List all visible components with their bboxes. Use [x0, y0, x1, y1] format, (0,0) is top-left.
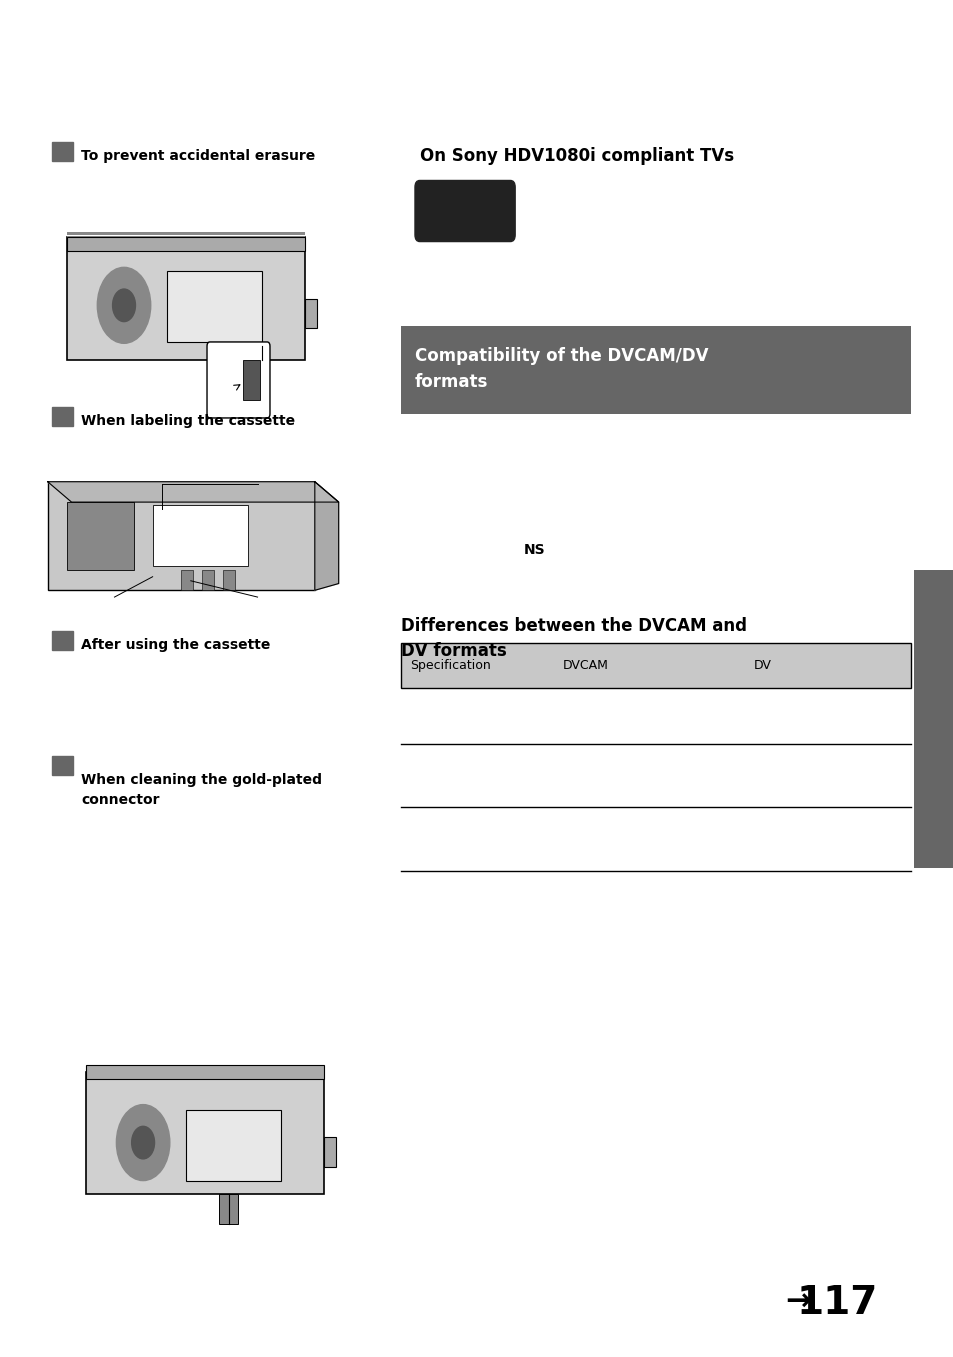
Bar [219, 1194, 238, 1224]
FancyBboxPatch shape [207, 342, 270, 418]
Bar [167, 271, 262, 342]
Text: Additional Information: Additional Information [930, 653, 940, 786]
Text: 117: 117 [796, 1284, 877, 1322]
Circle shape [116, 1105, 170, 1181]
Text: Specification: Specification [410, 660, 491, 672]
Bar [202, 570, 213, 590]
Bar [400, 326, 910, 414]
Bar [52, 756, 73, 775]
Polygon shape [48, 482, 338, 502]
Bar [152, 505, 248, 566]
Bar [67, 248, 305, 251]
Bar [67, 237, 305, 251]
Bar [181, 570, 193, 590]
Text: To prevent accidental erasure: To prevent accidental erasure [81, 149, 315, 163]
Bar [86, 1065, 324, 1079]
Text: DVCAM: DVCAM [562, 660, 608, 672]
Bar [67, 244, 305, 247]
Bar [913, 570, 953, 868]
Polygon shape [314, 482, 338, 590]
Circle shape [97, 267, 151, 343]
Circle shape [132, 1126, 154, 1159]
Text: →: → [784, 1288, 810, 1318]
Text: On Sony HDV1080i compliant TVs: On Sony HDV1080i compliant TVs [419, 147, 733, 166]
Bar [243, 360, 260, 400]
Text: Compatibility of the DVCAM/DV
formats: Compatibility of the DVCAM/DV formats [415, 347, 708, 391]
Bar [52, 142, 73, 161]
Bar [67, 236, 305, 239]
Bar [305, 299, 316, 328]
Text: Differences between the DVCAM and
DV formats: Differences between the DVCAM and DV for… [400, 617, 746, 661]
Text: NS: NS [523, 543, 544, 556]
Bar [67, 240, 305, 243]
Bar [186, 1110, 281, 1181]
Bar [52, 407, 73, 426]
Bar [67, 237, 305, 360]
Circle shape [112, 289, 135, 322]
Bar [67, 502, 133, 570]
Text: When cleaning the gold-plated
connector: When cleaning the gold-plated connector [81, 773, 322, 807]
Bar [48, 482, 314, 590]
Text: DV: DV [753, 660, 771, 672]
Text: When labeling the cassette: When labeling the cassette [81, 414, 294, 427]
Bar [324, 1137, 335, 1167]
Bar [67, 232, 305, 235]
Bar [400, 643, 910, 688]
Bar [86, 1072, 324, 1194]
Text: After using the cassette: After using the cassette [81, 638, 271, 651]
FancyBboxPatch shape [415, 180, 515, 242]
Bar [223, 570, 234, 590]
Bar [52, 631, 73, 650]
Text: HDV1080i: HDV1080i [434, 206, 495, 217]
